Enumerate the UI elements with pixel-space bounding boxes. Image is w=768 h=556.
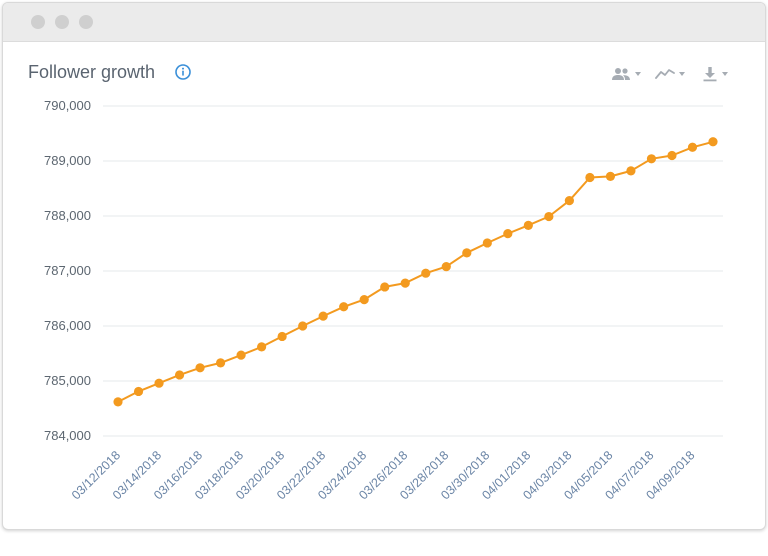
data-point[interactable]: [257, 342, 267, 352]
line-chart-icon: [655, 69, 675, 79]
data-point[interactable]: [174, 370, 185, 380]
audience-dropdown[interactable]: [611, 66, 641, 82]
data-point[interactable]: [339, 302, 349, 312]
data-point[interactable]: [585, 172, 595, 183]
y-tick-label: 789,000: [44, 153, 91, 168]
panel-title: Follower growth: [28, 62, 156, 82]
data-point[interactable]: [380, 282, 390, 292]
x-axis-ticks: 03/12/201803/14/201803/16/201803/18/2018…: [69, 448, 698, 502]
chart-type-dropdown[interactable]: [655, 66, 685, 82]
chevron-down-icon: [722, 72, 728, 76]
data-point[interactable]: [544, 211, 554, 222]
data-point[interactable]: [298, 321, 308, 331]
data-point[interactable]: [400, 278, 410, 288]
gridlines: [103, 105, 723, 437]
people-icon: [612, 68, 630, 80]
data-point[interactable]: [687, 142, 698, 152]
data-point[interactable]: [482, 238, 492, 248]
y-tick-label: 785,000: [44, 373, 91, 388]
series-line: [117, 140, 714, 403]
y-tick-label: 788,000: [44, 208, 91, 223]
data-point[interactable]: [605, 171, 616, 181]
data-point[interactable]: [564, 196, 574, 206]
data-point[interactable]: [113, 397, 123, 407]
window-close-dot[interactable]: [31, 15, 45, 29]
y-tick-label: 786,000: [44, 318, 91, 333]
info-icon[interactable]: [175, 64, 191, 80]
chevron-down-icon: [635, 72, 641, 76]
window-titlebar: [3, 3, 765, 42]
data-point[interactable]: [236, 350, 246, 360]
data-point[interactable]: [523, 220, 533, 230]
window-maximize-dot[interactable]: [79, 15, 93, 29]
data-point[interactable]: [503, 229, 513, 239]
data-point[interactable]: [646, 154, 657, 164]
data-point[interactable]: [667, 150, 677, 161]
data-point[interactable]: [441, 262, 451, 272]
y-axis-ticks: 790,000 789,000 788,000 787,000 786,000 785,0…: [44, 98, 91, 443]
data-point[interactable]: [708, 137, 718, 147]
data-point[interactable]: [318, 311, 328, 321]
data-point[interactable]: [133, 386, 144, 397]
chevron-down-icon: [679, 72, 685, 76]
window-minimize-dot[interactable]: [55, 15, 69, 29]
data-point[interactable]: [359, 295, 369, 305]
series-followers: [113, 137, 718, 407]
data-point[interactable]: [154, 378, 164, 388]
download-icon: [703, 67, 717, 82]
y-tick-label: 787,000: [44, 263, 91, 278]
data-point[interactable]: [195, 363, 205, 373]
y-tick-label: 784,000: [44, 428, 91, 443]
download-dropdown[interactable]: [702, 66, 728, 82]
data-point[interactable]: [215, 358, 226, 368]
data-point[interactable]: [462, 248, 472, 258]
app-window: [2, 2, 766, 530]
y-tick-label: 790,000: [44, 98, 91, 113]
data-point[interactable]: [277, 331, 287, 342]
data-point[interactable]: [421, 268, 431, 278]
data-point[interactable]: [626, 166, 636, 176]
